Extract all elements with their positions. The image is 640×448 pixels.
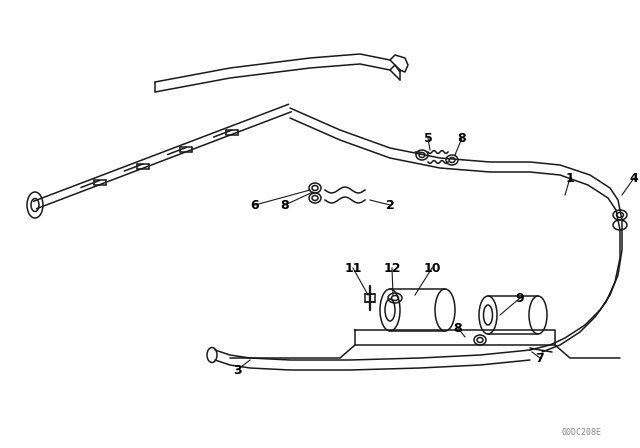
Text: 2: 2 [386,198,394,211]
Text: 7: 7 [536,352,545,365]
Bar [365,294,375,302]
Text: 9: 9 [516,292,524,305]
Text: 3: 3 [233,363,241,376]
Text: 10: 10 [423,262,441,275]
Text: 8: 8 [281,198,289,211]
Text: 1: 1 [566,172,574,185]
Text: 8: 8 [458,132,467,145]
Text: 5: 5 [424,132,433,145]
Text: 12: 12 [383,262,401,275]
Text: 6: 6 [251,198,259,211]
Text: 00DC208E: 00DC208E [562,427,602,436]
Text: 11: 11 [344,262,362,275]
Text: 4: 4 [630,172,638,185]
Text: 8: 8 [454,322,462,335]
